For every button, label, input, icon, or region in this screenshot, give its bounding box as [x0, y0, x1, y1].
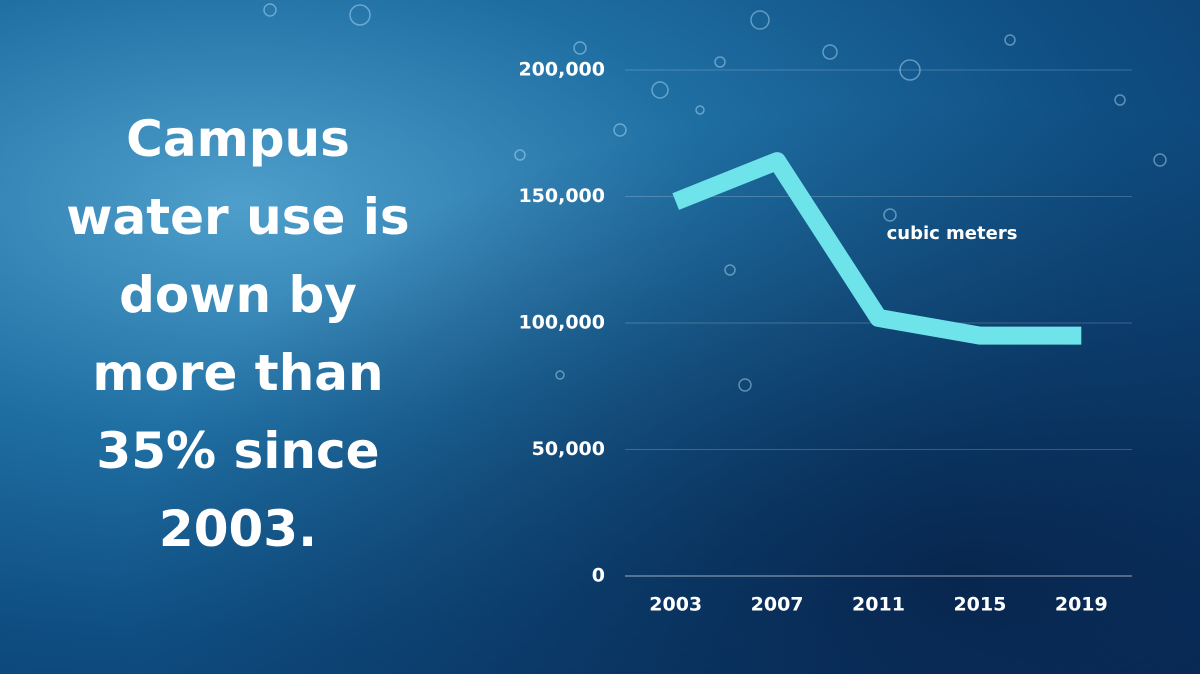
x-tick-label: 2015: [953, 594, 1006, 616]
x-tick-label: 2003: [649, 594, 702, 616]
y-tick-label: 0: [592, 565, 605, 587]
x-tick-label: 2011: [852, 594, 905, 616]
x-tick-label: 2019: [1055, 594, 1108, 616]
y-tick-label: 100,000: [518, 312, 605, 334]
y-tick-label: 150,000: [518, 185, 605, 207]
y-tick-label: 200,000: [518, 59, 605, 81]
annotation: cubic meters: [887, 223, 1018, 244]
headline: Campus water use is down by more than 35…: [66, 110, 410, 558]
x-tick-label: 2007: [751, 594, 804, 616]
y-tick-label: 50,000: [532, 438, 605, 460]
data-line: [672, 152, 1082, 345]
